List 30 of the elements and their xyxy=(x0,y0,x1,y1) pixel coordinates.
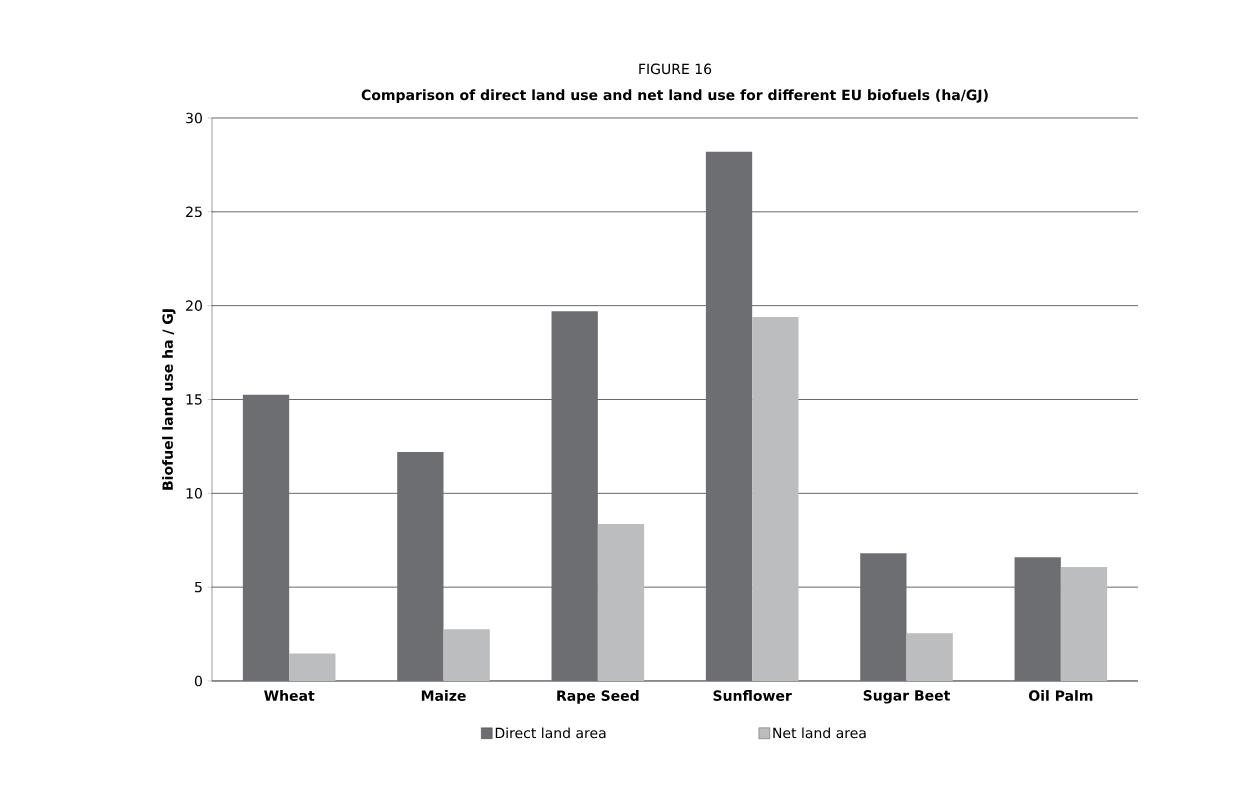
legend-label: Direct land area xyxy=(495,727,606,739)
chart-subtitle: Comparison of direct land use and net land use for different EU biofuels (ha/GJ) xyxy=(361,89,988,103)
bar xyxy=(397,452,444,681)
bar xyxy=(705,151,753,681)
y-tick-label: 10 xyxy=(186,488,202,499)
x-tick-label: Maize xyxy=(421,690,466,701)
bar xyxy=(289,653,336,681)
x-tick-label: Sugar Beet xyxy=(863,690,951,704)
x-tick-label: Sunflower xyxy=(713,690,792,701)
y-tick-label: 25 xyxy=(186,206,202,218)
bar xyxy=(906,633,953,681)
bar xyxy=(443,629,490,681)
bar xyxy=(1060,567,1108,681)
bar xyxy=(242,394,290,681)
y-tick-label: 0 xyxy=(194,675,202,687)
legend-label: Net land area xyxy=(773,727,866,739)
y-axis-title: Biofuel land use ha / GJ xyxy=(162,309,176,490)
x-tick-label: Wheat xyxy=(264,690,315,701)
chart-title: FIGURE 16 xyxy=(639,63,712,75)
y-tick-label: 5 xyxy=(195,581,202,593)
bar xyxy=(752,316,799,681)
y-tick-label: 20 xyxy=(186,300,202,311)
bar xyxy=(551,311,598,681)
y-tick-label: 15 xyxy=(186,394,202,405)
x-tick-label: Rape Seed xyxy=(557,690,639,704)
x-tick-label: Oil Palm xyxy=(1029,690,1093,701)
bar xyxy=(1014,557,1061,681)
bar xyxy=(860,553,907,681)
y-tick-label: 30 xyxy=(186,112,202,124)
bar xyxy=(597,524,645,681)
